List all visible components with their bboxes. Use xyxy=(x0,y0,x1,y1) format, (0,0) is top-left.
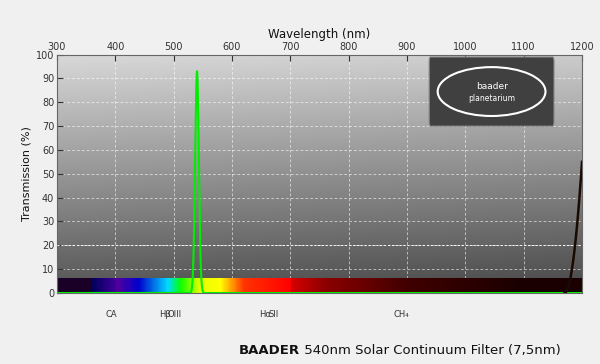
Text: BAADER: BAADER xyxy=(239,344,300,357)
Text: CA: CA xyxy=(106,310,117,319)
Text: baader: baader xyxy=(476,82,508,91)
Text: SII: SII xyxy=(269,310,279,319)
FancyBboxPatch shape xyxy=(429,57,554,126)
Text: Hβ: Hβ xyxy=(160,310,172,319)
X-axis label: Wavelength (nm): Wavelength (nm) xyxy=(268,28,371,41)
Text: OIII: OIII xyxy=(167,310,181,319)
Text: CH₄: CH₄ xyxy=(393,310,409,319)
Text: Hα: Hα xyxy=(259,310,271,319)
Text: planetarium: planetarium xyxy=(468,94,515,103)
Text: 540nm Solar Continuum Filter (7,5nm): 540nm Solar Continuum Filter (7,5nm) xyxy=(300,344,561,357)
Y-axis label: Transmission (%): Transmission (%) xyxy=(22,126,32,221)
